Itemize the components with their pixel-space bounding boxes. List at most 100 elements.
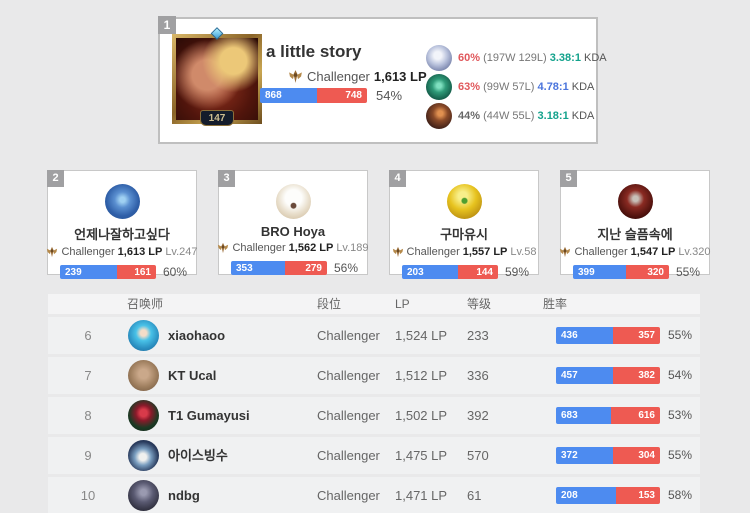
summoner-name[interactable]: T1 Gumayusi xyxy=(168,408,250,423)
level-label: Lv.58 xyxy=(510,246,537,258)
winrate-percent: 58% xyxy=(668,488,693,502)
rank4-player-card[interactable]: 4 구마유시 Challenger 1,557 LP Lv.58 203 144… xyxy=(389,170,539,279)
rank-badge: 3 xyxy=(218,170,235,187)
champion-winrate: 60% xyxy=(458,51,481,64)
losses-count: 320 xyxy=(647,266,664,278)
tier-line: Challenger 1,557 LP Lv.58 xyxy=(390,246,538,258)
kda-label: KDA xyxy=(584,51,607,64)
winrate-percent: 55% xyxy=(668,328,693,342)
summoner-name[interactable]: BRO Hoya xyxy=(260,224,326,239)
summoner-name[interactable]: xiaohaoo xyxy=(168,328,226,343)
table-row[interactable]: 9 아이스빙수 Challenger 1,475 LP 570 372 304 … xyxy=(48,437,700,474)
profile-avatar[interactable] xyxy=(128,320,159,351)
profile-avatar[interactable] xyxy=(617,184,653,219)
champion-kda: 3.38:1 xyxy=(549,51,581,64)
win-loss-bar: 868 748 xyxy=(260,88,367,103)
profile-avatar[interactable] xyxy=(128,440,159,471)
table-row[interactable]: 8 T1 Gumayusi Challenger 1,502 LP 392 68… xyxy=(48,397,700,434)
challenger-crest-icon xyxy=(47,246,58,258)
rank-badge: 4 xyxy=(389,170,406,187)
summoner-level-badge: 147 xyxy=(200,110,234,126)
tier-value: Challenger xyxy=(317,488,380,503)
rank-number: 6 xyxy=(84,328,92,343)
profile-avatar[interactable] xyxy=(446,184,482,219)
summoner-name[interactable]: 언제나잘하고싶다 xyxy=(74,227,170,242)
rank2-player-card[interactable]: 2 언제나잘하고싶다 Challenger 1,613 LP Lv.247 23… xyxy=(47,170,198,279)
rank-badge: 2 xyxy=(47,170,64,187)
profile-avatar[interactable] xyxy=(128,360,159,391)
rank-number: 7 xyxy=(84,368,92,383)
profile-avatar[interactable] xyxy=(128,480,159,511)
losses-count: 616 xyxy=(638,410,655,421)
win-loss-bar: 436 357 xyxy=(556,327,660,344)
win-loss-bar: 208 153 xyxy=(556,487,660,504)
tier-line: Challenger 1,613 LP xyxy=(288,69,427,84)
losses-count: 153 xyxy=(638,490,655,501)
summoner-name[interactable]: KT Ucal xyxy=(168,368,217,383)
losses-count: 357 xyxy=(638,330,655,341)
win-loss-bar: 457 382 xyxy=(556,367,660,384)
champion-stat-row: 63% (99W 57L) 4.78:1 KDA xyxy=(426,72,607,101)
ranking-table: 召唤师 段位 LP 等级 胜率 6 xiaohaoo Challenger 1,… xyxy=(48,294,700,513)
winrate-bar-row: 203 144 59% xyxy=(402,265,530,279)
challenger-crest-icon xyxy=(218,242,229,254)
winrate-percent: 56% xyxy=(334,261,359,275)
rank3-player-card[interactable]: 3 BRO Hoya Challenger 1,562 LP Lv.189 35… xyxy=(218,170,369,275)
rank5-player-card[interactable]: 5 지난 슬픔속에 Challenger 1,547 LP Lv.320 399… xyxy=(560,170,711,279)
tier-label: Challenger xyxy=(406,246,460,258)
rank-badge: 1 xyxy=(158,16,176,34)
wins-count: 353 xyxy=(236,262,253,274)
losses-count: 161 xyxy=(134,266,151,278)
win-loss-bar: 203 144 xyxy=(402,265,498,279)
lp-value: 1,557 LP xyxy=(462,246,508,258)
challenger-crest-icon xyxy=(560,246,571,258)
table-header-row: 召唤师 段位 LP 等级 胜率 xyxy=(48,294,700,314)
wins-count: 203 xyxy=(407,266,424,278)
wins-count: 436 xyxy=(561,330,578,341)
rank-number: 10 xyxy=(80,488,96,503)
header-lp: LP xyxy=(395,297,410,311)
champion-winrate: 44% xyxy=(458,109,481,122)
summoner-name[interactable]: 구마유시 xyxy=(440,227,488,242)
winrate-bar-row: 399 320 55% xyxy=(573,265,701,279)
summoner-name[interactable]: ndbg xyxy=(168,488,200,503)
lp-value: 1,512 LP xyxy=(395,368,448,383)
champion-stats-list: 60% (197W 129L) 3.38:1 KDA 63% (99W 57L)… xyxy=(426,43,607,130)
kda-label: KDA xyxy=(571,80,595,93)
level-label: Lv.247 xyxy=(165,246,198,258)
winrate-percent: 53% xyxy=(668,408,693,422)
header-tier: 段位 xyxy=(317,297,342,311)
winrate-percent: 54% xyxy=(376,88,403,103)
header-winrate: 胜率 xyxy=(543,297,568,311)
table-row[interactable]: 6 xiaohaoo Challenger 1,524 LP 233 436 3… xyxy=(48,317,700,354)
wins-count: 457 xyxy=(561,370,578,381)
lp-value: 1,613 LP xyxy=(373,69,427,84)
win-loss-bar: 399 320 xyxy=(573,265,669,279)
champion-icon-3 xyxy=(426,102,452,129)
profile-avatar[interactable] xyxy=(275,184,311,219)
lp-value: 1,562 LP xyxy=(288,242,334,254)
kda-label: KDA xyxy=(571,109,595,122)
profile-avatar[interactable] xyxy=(128,400,159,431)
champion-stat-row: 60% (197W 129L) 3.38:1 KDA xyxy=(426,43,607,72)
level-value: 392 xyxy=(467,408,489,423)
champion-kda: 3.18:1 xyxy=(537,109,569,122)
summoner-name[interactable]: a little story xyxy=(266,42,362,61)
champion-record: (44W 55L) xyxy=(483,109,535,122)
header-level: 等级 xyxy=(467,297,492,311)
win-loss-bar: 353 279 xyxy=(231,261,327,275)
level-value: 336 xyxy=(467,368,489,383)
profile-avatar[interactable] xyxy=(104,184,140,219)
losses-count: 279 xyxy=(305,262,322,274)
tier-value: Challenger xyxy=(317,368,380,383)
table-row[interactable]: 10 ndbg Challenger 1,471 LP 61 208 153 5… xyxy=(48,477,700,513)
winrate-bar-row: 868 748 54% xyxy=(260,88,402,103)
profile-avatar-frame[interactable]: 147 xyxy=(172,27,262,126)
table-row[interactable]: 7 KT Ucal Challenger 1,512 LP 336 457 38… xyxy=(48,357,700,394)
summoner-name[interactable]: 아이스빙수 xyxy=(168,448,228,463)
lp-value: 1,502 LP xyxy=(395,408,448,423)
summoner-name[interactable]: 지난 슬픔속에 xyxy=(597,227,673,242)
wins-count: 239 xyxy=(65,266,82,278)
tier-label: Challenger xyxy=(61,246,115,258)
wins-count: 399 xyxy=(578,266,595,278)
